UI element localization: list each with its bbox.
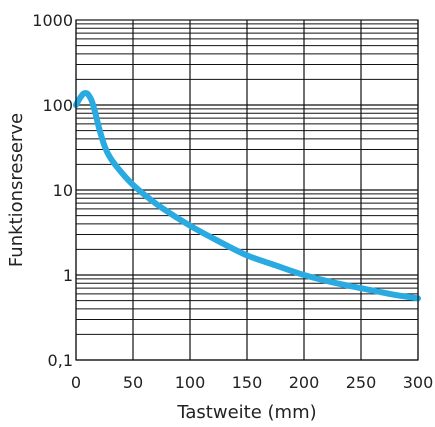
curve-layer [73,90,421,302]
x-tick-label: 150 [232,373,263,392]
y-axis-title: Funktionsreserve [6,113,27,267]
series-line-0 [73,90,421,302]
y-tick-label: 1000 [32,11,73,30]
x-tick-label: 100 [175,373,206,392]
plot-frame [75,19,419,361]
x-tick-label: 250 [346,373,377,392]
x-tick-label: 200 [289,373,320,392]
grid [75,20,419,361]
y-tick-labels: 0,1 1 10 100 1000 [32,11,73,370]
y-tick-label: 1 [63,266,73,285]
y-tick-label: 100 [42,96,73,115]
y-tick-label: 0,1 [48,351,73,370]
x-tick-label: 50 [123,373,143,392]
y-tick-label: 10 [53,181,73,200]
x-tick-label: 0 [71,373,81,392]
x-axis-title: Tastweite (mm) [176,402,316,423]
x-tick-label: 300 [403,373,434,392]
x-tick-labels: 0 50 100 150 200 250 300 [71,373,433,392]
